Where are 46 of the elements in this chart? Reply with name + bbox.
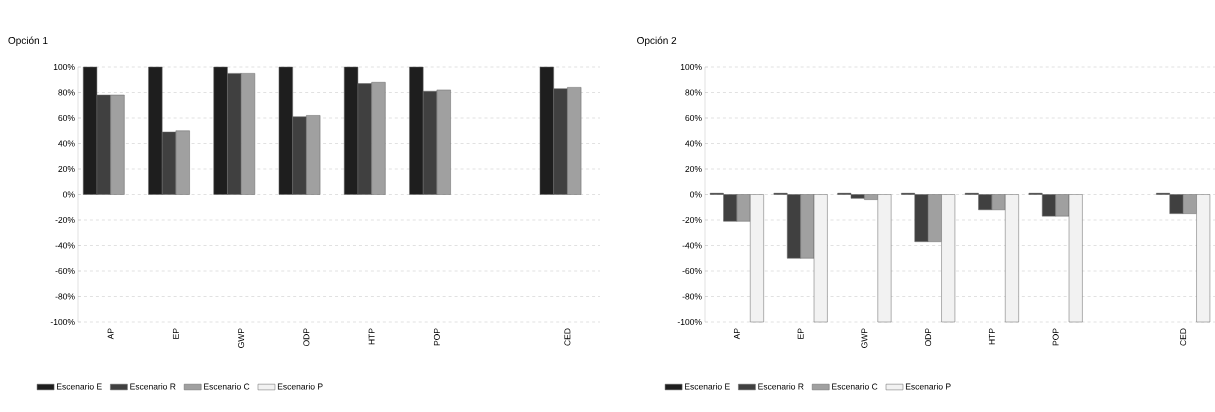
x-tick-label: AP (733, 328, 740, 340)
legend-label: Escenario P (277, 383, 323, 390)
x-tick-label: GWP (238, 328, 245, 348)
y-tick-label: -80% (55, 293, 75, 300)
legend-label: Escenario C (832, 383, 878, 390)
x-tick-label: CED (1180, 328, 1187, 346)
legend-label: Escenario C (204, 383, 250, 390)
y-tick-label: -20% (682, 216, 702, 223)
x-tick-label: ODP (303, 328, 310, 347)
x-tick-label: ODP (925, 328, 932, 347)
legend-label: Escenario R (758, 383, 804, 390)
y-tick-label: -40% (682, 242, 702, 249)
y-tick-label: -60% (55, 267, 75, 274)
y-tick-label: -40% (55, 242, 75, 249)
y-tick-label: 100% (53, 63, 75, 70)
y-tick-label: 40% (685, 140, 702, 147)
x-tick-label: CED (564, 328, 571, 346)
y-tick-label: 20% (685, 165, 702, 172)
y-tick-label: -80% (682, 293, 702, 300)
y-tick-label: 40% (58, 140, 75, 147)
y-tick-label: 80% (685, 89, 702, 96)
y-tick-label: -60% (682, 267, 702, 274)
legend-label: Escenario P (905, 383, 951, 390)
chart-title: Opción 2 (637, 36, 677, 46)
y-tick-label: -20% (55, 216, 75, 223)
x-tick-label: POP (1052, 328, 1059, 346)
y-tick-label: 60% (58, 114, 75, 121)
y-tick-label: 60% (685, 114, 702, 121)
y-tick-label: -100% (50, 318, 75, 325)
x-tick-label: EP (172, 328, 179, 339)
x-tick-label: AP (107, 328, 114, 340)
y-tick-label: 100% (680, 63, 702, 70)
x-tick-label: HTP (368, 328, 375, 345)
x-tick-label: HTP (988, 328, 995, 345)
legend-label: Escenario E (685, 383, 730, 390)
legend-label: Escenario R (130, 383, 176, 390)
chart-title: Opción 1 (8, 36, 48, 46)
y-tick-label: 80% (58, 89, 75, 96)
legend-label: Escenario E (57, 383, 102, 390)
y-tick-label: 20% (58, 165, 75, 172)
y-tick-label: -100% (677, 318, 702, 325)
x-tick-label: GWP (861, 328, 868, 348)
y-tick-label: 0% (690, 191, 702, 198)
x-tick-label: POP (433, 328, 440, 346)
x-tick-label: EP (797, 328, 804, 339)
y-tick-label: 0% (63, 191, 75, 198)
